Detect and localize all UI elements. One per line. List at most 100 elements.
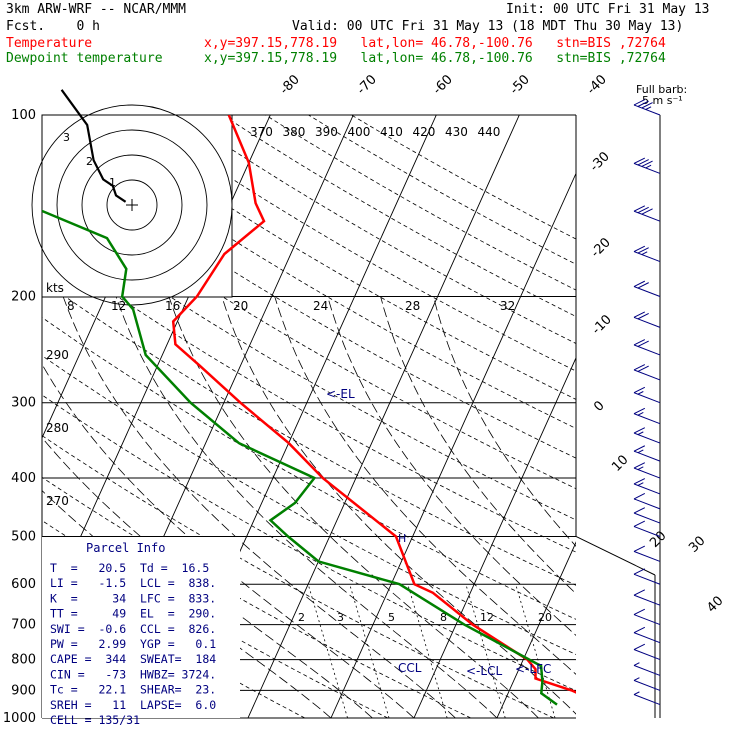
parcel-row: CAPE = 344 SWEAT= 184 xyxy=(50,652,216,666)
wind-barb xyxy=(633,664,661,676)
parcel-row: CIN = -73 HWBZ= 3724. xyxy=(50,667,216,681)
hodograph-ring-label: 28 xyxy=(405,299,420,313)
wind-barb-flag xyxy=(633,691,640,696)
wind-barb xyxy=(633,498,661,510)
level-annotation: <-EL xyxy=(326,387,355,401)
hodograph-ring-label: 8 xyxy=(67,299,75,313)
isotherm-line xyxy=(663,115,740,718)
mixing-ratio-tick-label: 20 xyxy=(538,611,552,624)
theta-tick-label: 370 xyxy=(250,125,273,139)
wind-barb-flag xyxy=(637,206,649,214)
pressure-tick-label: 100 xyxy=(11,108,36,123)
wind-barb-flag xyxy=(633,507,646,514)
dry-adiabat xyxy=(42,316,576,620)
theta-tick-label: 430 xyxy=(445,125,468,139)
mixing-ratio-labels: 2 3 5 8 12 20 xyxy=(298,611,552,624)
model-title: 3km ARW-WRF -- NCAR/MMM xyxy=(6,2,187,17)
moist-adiabat xyxy=(115,296,498,718)
isotherm-tick-label: 10 xyxy=(609,453,631,475)
isotherm-tick-label: 20 xyxy=(647,529,669,551)
theta-tick-label: 280 xyxy=(46,421,69,435)
wind-barb-flag xyxy=(637,431,644,436)
hodograph-ring-label: 32 xyxy=(500,299,515,313)
wind-barb-flag xyxy=(637,282,649,289)
wind-barb-flag xyxy=(633,205,646,212)
wind-barb-flag xyxy=(633,677,640,681)
hodograph-ring-label: 20 xyxy=(233,299,248,313)
wind-barb-flag xyxy=(641,208,653,215)
theta-tick-label: 420 xyxy=(413,125,436,139)
dry-adiabat xyxy=(265,115,576,291)
dry-adiabat xyxy=(42,140,576,459)
wind-barb-flag xyxy=(637,412,644,416)
isotherm-tick-label: 30 xyxy=(686,534,708,556)
isotherm-tick-label: -80 xyxy=(277,72,303,98)
hodograph-trace xyxy=(60,89,127,203)
mixing-ratio-line xyxy=(582,584,621,718)
isotherm-tick-label: 40 xyxy=(704,594,726,616)
pressure-tick-label: 900 xyxy=(11,683,36,698)
theta-tick-label: 410 xyxy=(380,125,403,139)
isotherm-tick-label: -60 xyxy=(430,72,456,98)
hodograph-ring-label: 16 xyxy=(165,299,180,313)
moist-adiabat xyxy=(380,296,576,595)
wind-barb-flag xyxy=(633,520,646,527)
dry-adiabat xyxy=(93,115,576,400)
wind-legend-line1: Full barb: xyxy=(636,83,687,96)
isotherm-tick-label: -20 xyxy=(588,235,614,261)
wind-barb-flag xyxy=(637,449,644,454)
isotherm-tick-label: -70 xyxy=(354,72,380,98)
init-time: Init: 00 UTC Fri 31 May 13 xyxy=(506,2,710,17)
temperature-station-info: x,y=397.15,778.19 lat,lon= 46.78,-100.76… xyxy=(204,36,666,51)
wind-barb-flag xyxy=(633,157,646,164)
wind-barb-flag xyxy=(645,106,652,110)
hodograph-ring-label: 24 xyxy=(313,299,328,313)
hodograph-ring xyxy=(56,129,208,281)
wind-barb xyxy=(633,573,661,585)
pressure-tick-label: 500 xyxy=(11,529,36,544)
parcel-row: T = 20.5 Td = 16.5 xyxy=(50,561,209,575)
mixing-ratio-tick-label: 3 xyxy=(337,611,344,624)
wind-barb-flag xyxy=(633,99,646,106)
parcel-box-bg xyxy=(42,537,240,718)
wind-barb-flag xyxy=(645,164,652,169)
hodograph-height-label: 2 xyxy=(86,155,93,168)
wind-barb xyxy=(633,512,661,524)
temperature-legend: Temperature xyxy=(6,36,93,51)
dewpoint-station-info: x,y=397.15,778.19 lat,lon= 46.78,-100.76… xyxy=(204,51,666,66)
right-axis-skew xyxy=(575,536,656,576)
dry-adiabat xyxy=(42,435,554,718)
wind-barb-flag xyxy=(633,364,646,371)
theta-tick-label: 270 xyxy=(46,494,69,508)
isotherm-tick-label: -10 xyxy=(589,312,615,338)
isotherm-line xyxy=(330,172,576,718)
isotherm-line xyxy=(496,541,576,718)
wind-barb-flag xyxy=(637,466,644,470)
wind-barb-flag xyxy=(633,386,646,394)
dry-adiabat xyxy=(351,115,576,240)
parcel-row: SREH = 11 LAPSE= 6.0 xyxy=(50,698,216,712)
hodograph-height-label: 3 xyxy=(63,131,70,144)
wind-barb-flag xyxy=(637,391,644,395)
theta-tick-label: 390 xyxy=(315,125,338,139)
level-annotation: <-LCL xyxy=(466,664,502,678)
wind-barb-flag xyxy=(633,589,646,596)
wind-barb-flag xyxy=(637,313,649,320)
wind-barb-flag xyxy=(633,608,646,616)
wind-barb-flag xyxy=(633,427,646,434)
level-annotation: CCL xyxy=(398,661,422,675)
parcel-row: K = 34 LFC = 833. xyxy=(50,591,216,605)
wind-barb-flag xyxy=(637,247,649,254)
pressure-tick-label: 200 xyxy=(11,290,36,305)
hodograph-units-label: kts xyxy=(46,281,64,295)
wind-barb-flag xyxy=(633,245,646,252)
dry-adiabat xyxy=(42,174,576,490)
wind-barb-flag xyxy=(633,462,646,469)
wind-barb-flag xyxy=(637,340,649,347)
wind-barb-flag xyxy=(633,445,646,452)
isotherm-line xyxy=(413,356,576,718)
level-annotation: <-LFC xyxy=(515,662,551,676)
mixing-ratio-tick-label: 5 xyxy=(388,611,395,624)
hodograph-height-label: 1 xyxy=(109,176,116,189)
